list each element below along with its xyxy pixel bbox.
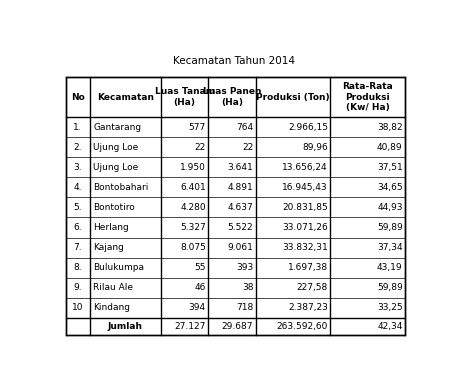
Text: 1.950: 1.950 <box>180 163 205 172</box>
Text: 3.641: 3.641 <box>227 163 253 172</box>
Text: 37,34: 37,34 <box>376 243 402 252</box>
Text: 8.075: 8.075 <box>180 243 205 252</box>
Text: 46: 46 <box>194 283 205 292</box>
Text: 38,82: 38,82 <box>376 123 402 132</box>
Text: No: No <box>71 92 84 102</box>
Text: 577: 577 <box>188 123 205 132</box>
Text: 718: 718 <box>236 303 253 312</box>
Text: 55: 55 <box>194 263 205 272</box>
Text: Ujung Loe: Ujung Loe <box>93 143 138 152</box>
Text: Jumlah: Jumlah <box>107 322 142 331</box>
Text: 1.: 1. <box>73 123 82 132</box>
Text: Bulukumpa: Bulukumpa <box>93 263 144 272</box>
Bar <box>66 77 404 335</box>
Text: 89,96: 89,96 <box>302 143 327 152</box>
Text: 16.945,43: 16.945,43 <box>282 183 327 192</box>
Text: 33.832,31: 33.832,31 <box>282 243 327 252</box>
Text: 5.522: 5.522 <box>227 223 253 232</box>
Text: 393: 393 <box>236 263 253 272</box>
Text: Kajang: Kajang <box>93 243 124 252</box>
Text: 6.401: 6.401 <box>180 183 205 192</box>
Text: Rata-Rata
Produksi
(Kw/ Ha): Rata-Rata Produksi (Kw/ Ha) <box>342 82 392 112</box>
Text: Kecamatan Tahun 2014: Kecamatan Tahun 2014 <box>172 56 294 66</box>
Text: Rilau Ale: Rilau Ale <box>93 283 133 292</box>
Text: 2.387,23: 2.387,23 <box>288 303 327 312</box>
Text: 227,58: 227,58 <box>296 283 327 292</box>
Text: 6.: 6. <box>73 223 82 232</box>
Text: Luas Panen
(Ha): Luas Panen (Ha) <box>202 87 261 107</box>
Text: 263.592,60: 263.592,60 <box>276 322 327 331</box>
Text: Ujung Loe: Ujung Loe <box>93 163 138 172</box>
Text: 20.831,85: 20.831,85 <box>282 203 327 212</box>
Text: 34,65: 34,65 <box>376 183 402 192</box>
Text: 4.891: 4.891 <box>227 183 253 192</box>
Text: 2.: 2. <box>73 143 82 152</box>
Text: 22: 22 <box>194 143 205 152</box>
Text: 38: 38 <box>241 283 253 292</box>
Text: Bontotiro: Bontotiro <box>93 203 135 212</box>
Text: 40,89: 40,89 <box>376 143 402 152</box>
Text: 37,51: 37,51 <box>376 163 402 172</box>
Text: 59,89: 59,89 <box>376 283 402 292</box>
Text: 22: 22 <box>242 143 253 152</box>
Text: Luas Tanam
(Ha): Luas Tanam (Ha) <box>154 87 214 107</box>
Text: 27.127: 27.127 <box>174 322 205 331</box>
Text: Bontobahari: Bontobahari <box>93 183 148 192</box>
Text: 33,25: 33,25 <box>376 303 402 312</box>
Text: Kindang: Kindang <box>93 303 130 312</box>
Text: 764: 764 <box>236 123 253 132</box>
Text: 33.071,26: 33.071,26 <box>282 223 327 232</box>
Text: 42,34: 42,34 <box>376 322 402 331</box>
Text: Produksi (Ton): Produksi (Ton) <box>256 92 329 102</box>
Text: 2.966,15: 2.966,15 <box>288 123 327 132</box>
Text: Herlang: Herlang <box>93 223 129 232</box>
Text: 59,89: 59,89 <box>376 223 402 232</box>
Text: Gantarang: Gantarang <box>93 123 141 132</box>
Text: 5.: 5. <box>73 203 82 212</box>
Text: 3.: 3. <box>73 163 82 172</box>
Text: 13.656,24: 13.656,24 <box>282 163 327 172</box>
Text: 9.061: 9.061 <box>227 243 253 252</box>
Text: 29.687: 29.687 <box>222 322 253 331</box>
Text: 1.697,38: 1.697,38 <box>287 263 327 272</box>
Text: 4.: 4. <box>73 183 82 192</box>
Text: 4.280: 4.280 <box>180 203 205 212</box>
Text: 5.327: 5.327 <box>180 223 205 232</box>
Text: 4.637: 4.637 <box>227 203 253 212</box>
Text: Kecamatan: Kecamatan <box>96 92 153 102</box>
Text: 9.: 9. <box>73 283 82 292</box>
Text: 394: 394 <box>188 303 205 312</box>
Text: 43,19: 43,19 <box>376 263 402 272</box>
Text: 44,93: 44,93 <box>376 203 402 212</box>
Text: 10: 10 <box>72 303 83 312</box>
Text: 7.: 7. <box>73 243 82 252</box>
Text: 8.: 8. <box>73 263 82 272</box>
